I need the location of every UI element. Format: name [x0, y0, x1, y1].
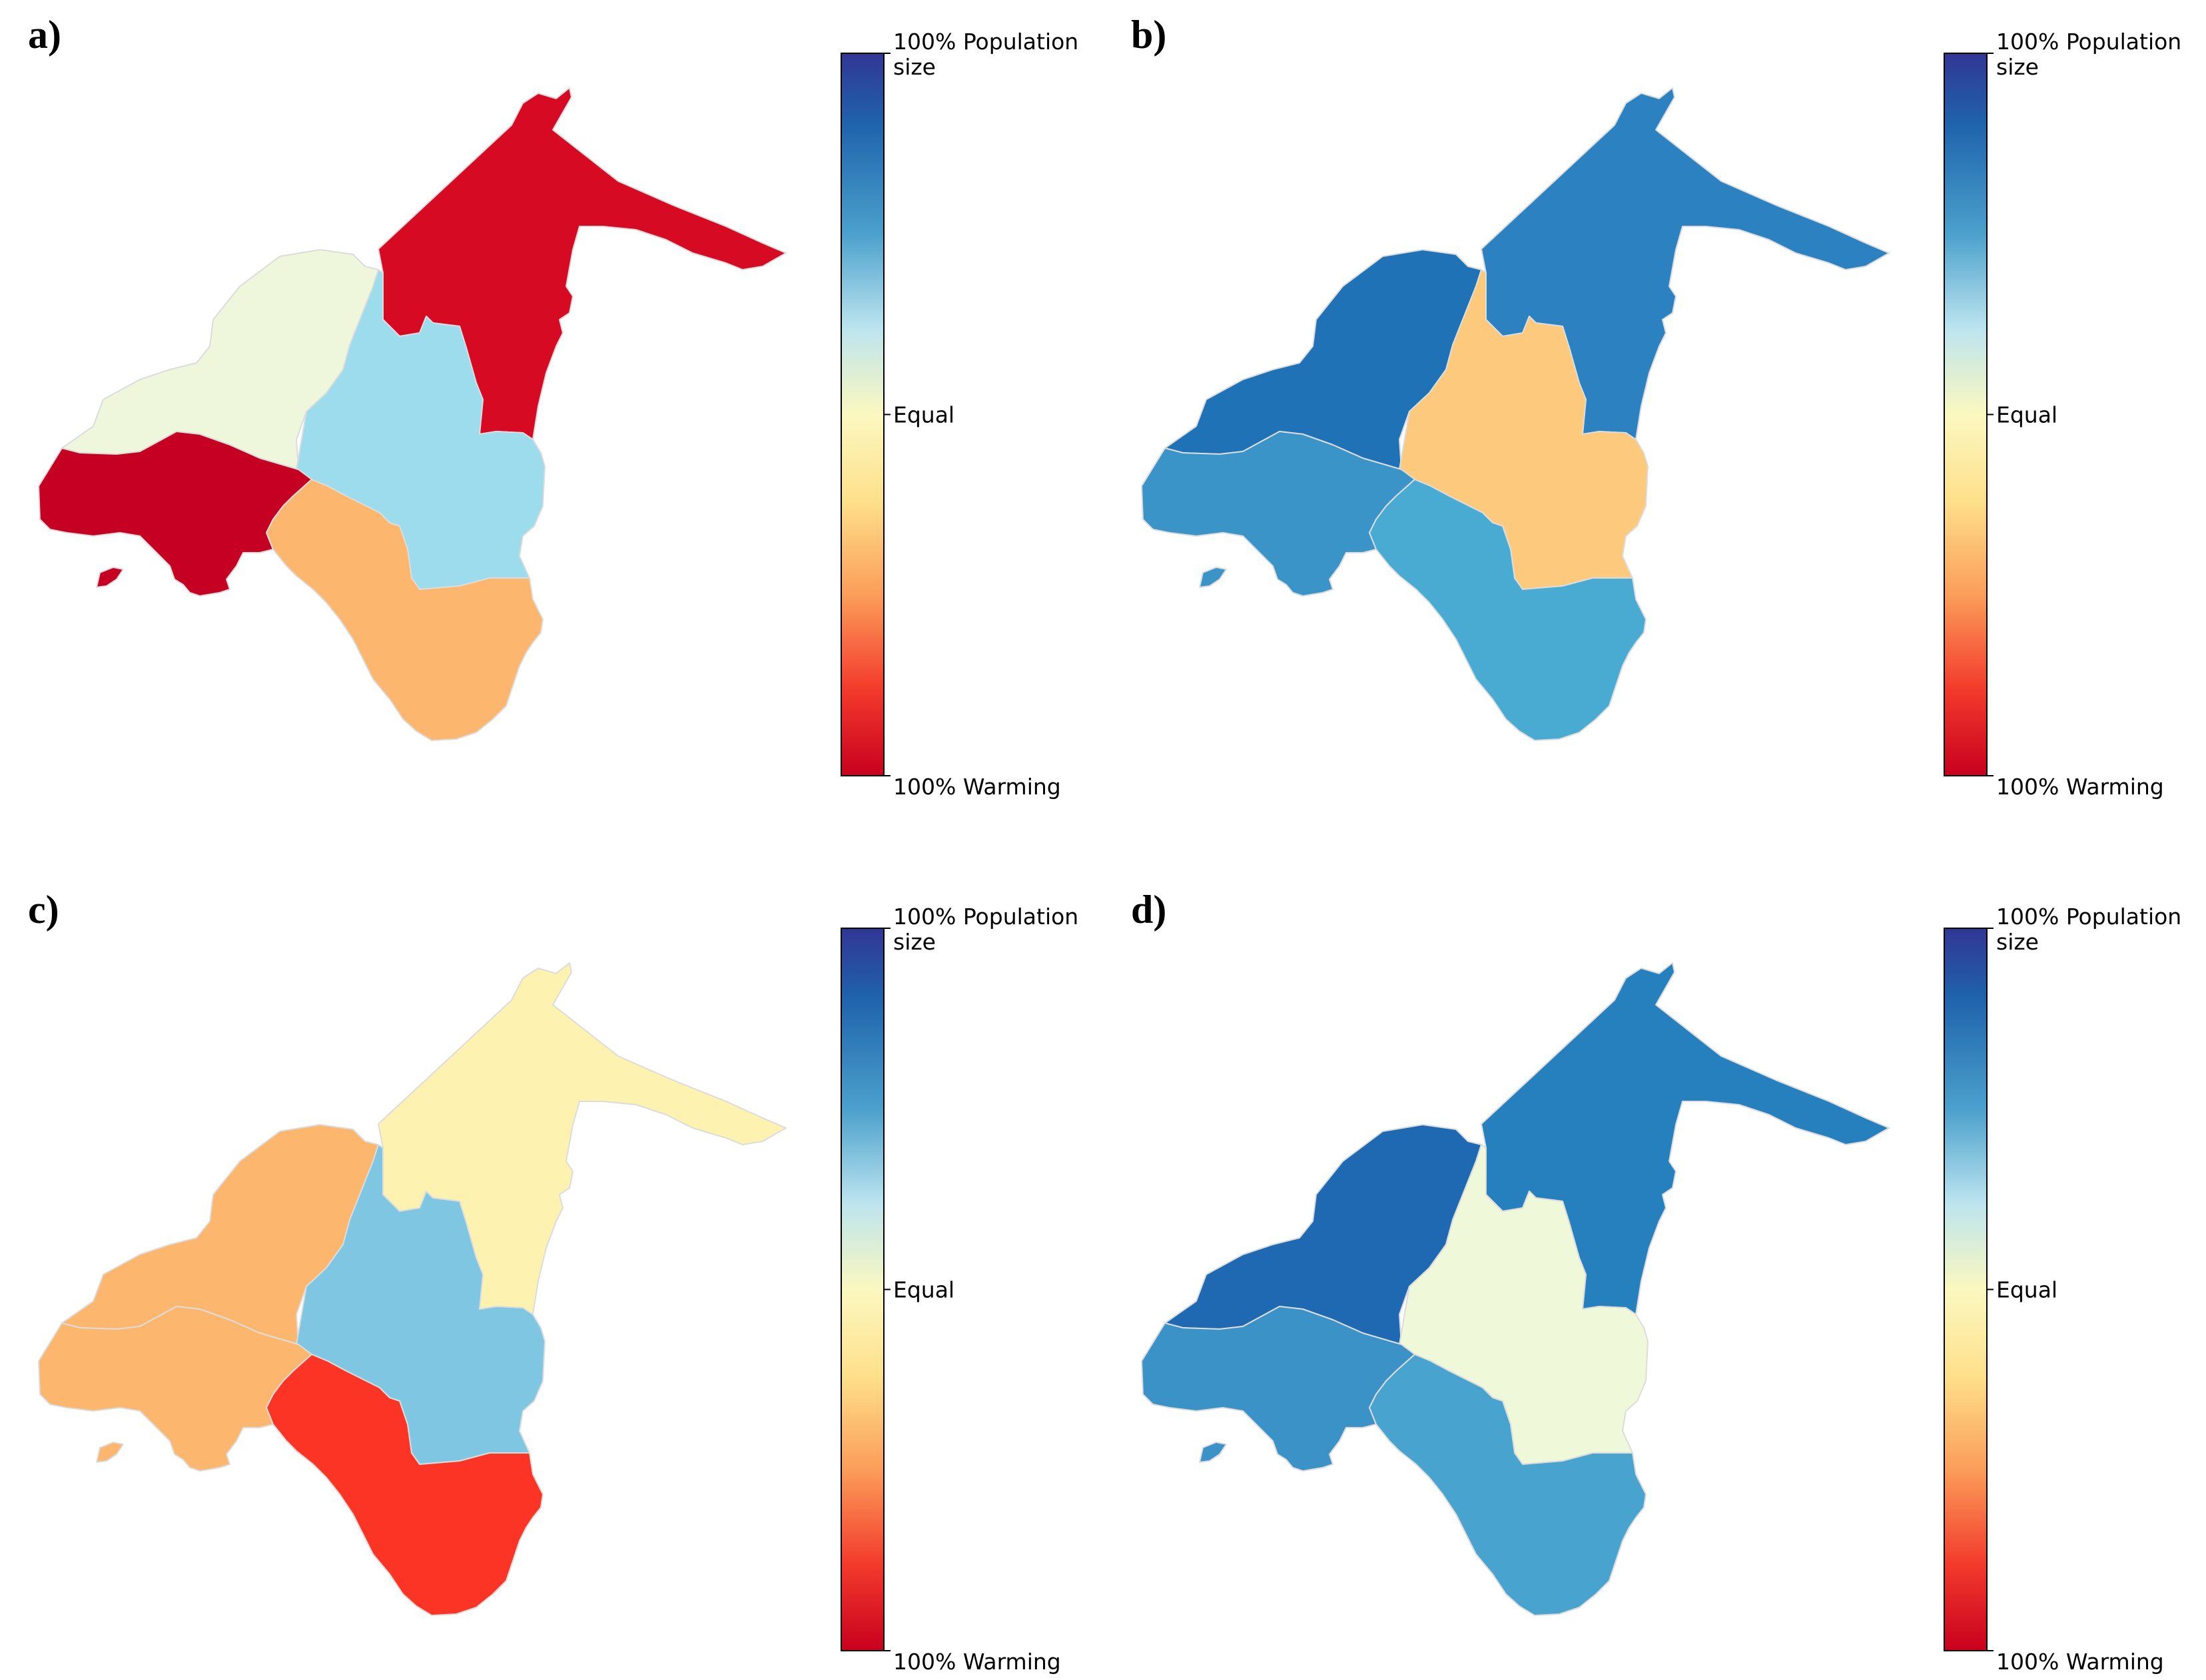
region-west-c	[38, 1306, 312, 1472]
colorbar-top-label: 100% Population	[1996, 29, 2181, 55]
map-b	[1141, 87, 1890, 741]
region-south-d	[1369, 1354, 1647, 1616]
panel-label-d: d)	[1131, 888, 1166, 932]
colorbar-mid-label: Equal	[893, 402, 954, 428]
colorbar-top-label-2: size	[1996, 929, 2039, 955]
colorbar-bottom-label: 100% Warming	[1996, 1649, 2164, 1675]
colorbar-bottom-label: 100% Warming	[1996, 774, 2164, 800]
region-south-a	[266, 479, 544, 741]
colorbar-top-label-2: size	[893, 929, 936, 955]
colorbar-gradient	[1944, 53, 1988, 776]
panel-label-b: b)	[1131, 13, 1166, 57]
colorbar-mid-label: Equal	[1996, 1277, 2057, 1303]
region-west-d	[1141, 1306, 1415, 1472]
panel-label-c: c)	[28, 888, 59, 932]
colorbar-gradient	[1944, 928, 1988, 1651]
region-south-c	[266, 1354, 544, 1616]
colorbar-top-label-2: size	[893, 54, 936, 80]
map-d	[1141, 962, 1890, 1616]
region-west-b	[1141, 431, 1415, 597]
colorbar-top-label: 100% Population	[893, 29, 1078, 55]
colorbar-top-label: 100% Population	[893, 904, 1078, 930]
colorbar-bottom-label: 100% Warming	[893, 1649, 1061, 1675]
colorbar-mid-label: Equal	[893, 1277, 954, 1303]
panel-label-a: a)	[28, 13, 61, 57]
colorbar-top-label-2: size	[1996, 54, 2039, 80]
region-south-b	[1369, 479, 1647, 741]
colorbar-top-label: 100% Population	[1996, 904, 2181, 930]
colorbar-mid-label: Equal	[1996, 402, 2057, 428]
colorbar-gradient	[841, 53, 885, 776]
map-c	[38, 962, 787, 1616]
region-west-a	[38, 431, 312, 597]
colorbar-bottom-label: 100% Warming	[893, 774, 1061, 800]
map-a	[38, 87, 787, 741]
colorbar-gradient	[841, 928, 885, 1651]
